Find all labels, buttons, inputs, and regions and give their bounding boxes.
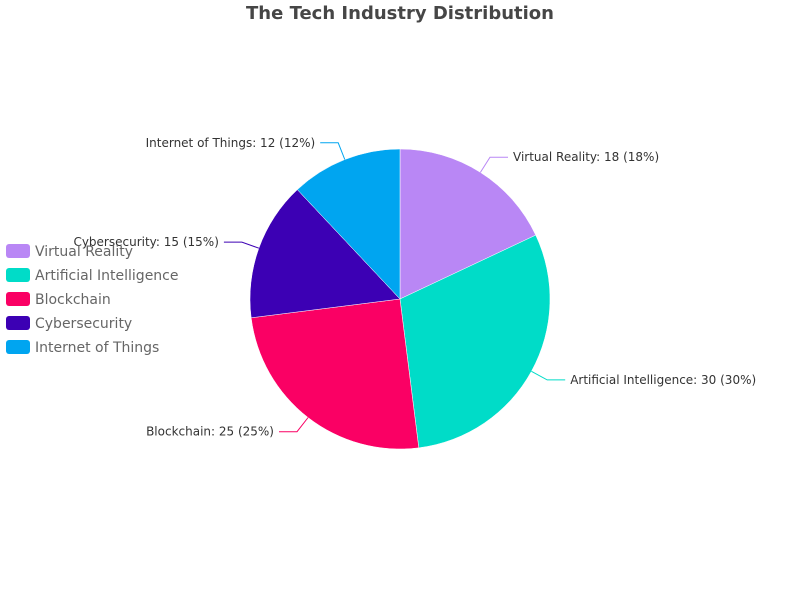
legend-label-blockchain: Blockchain	[35, 292, 111, 308]
legend-label-virtual-reality: Virtual Reality	[35, 244, 133, 260]
slice-labels: Virtual Reality: 18 (18%) Artificial Inte…	[73, 136, 756, 439]
legend-swatch-blockchain	[6, 292, 30, 306]
legend-label-internet-of-things: Internet of Things	[35, 340, 159, 356]
leader-line-artificial-intelligence	[531, 370, 566, 381]
slice-label-blockchain: Blockchain: 25 (25%)	[146, 425, 274, 439]
legend-swatch-internet-of-things	[6, 340, 30, 354]
pie-slice-virtual-reality[interactable]	[399, 148, 537, 300]
leader-line-internet-of-things	[320, 142, 346, 160]
slice-label-artificial-intelligence: Artificial Intelligence: 30 (30%)	[570, 373, 756, 387]
pie-slice-blockchain[interactable]	[250, 298, 420, 450]
label-leader-lines	[223, 142, 566, 433]
legend-item-cybersecurity[interactable]: Cybersecurity	[6, 316, 132, 332]
leader-line-cybersecurity	[223, 241, 260, 249]
legend-label-cybersecurity: Cybersecurity	[35, 316, 132, 332]
legend-swatch-cybersecurity	[6, 316, 30, 330]
legend-item-blockchain[interactable]: Blockchain	[6, 292, 111, 308]
slice-label-virtual-reality: Virtual Reality: 18 (18%)	[513, 150, 659, 164]
legend-swatch-artificial-intelligence	[6, 268, 30, 282]
slice-label-cybersecurity: Cybersecurity: 15 (15%)	[73, 235, 218, 249]
legend-swatch-virtual-reality	[6, 244, 30, 258]
legend-item-virtual-reality[interactable]: Virtual Reality	[6, 244, 133, 260]
legend-item-internet-of-things[interactable]: Internet of Things	[6, 340, 159, 356]
slice-label-internet-of-things: Internet of Things: 12 (12%)	[146, 136, 316, 150]
leader-line-blockchain	[279, 417, 309, 433]
chart-title: The Tech Industry Distribution	[246, 3, 554, 24]
legend-label-artificial-intelligence: Artificial Intelligence	[35, 268, 179, 284]
legend-item-artificial-intelligence[interactable]: Artificial Intelligence	[6, 268, 179, 284]
leader-line-virtual-reality	[479, 156, 508, 173]
pie-slice-internet-of-things[interactable]	[296, 148, 401, 300]
pie-slices	[249, 148, 551, 450]
legend: Virtual Reality Artificial Intelligence Bl…	[6, 244, 179, 356]
